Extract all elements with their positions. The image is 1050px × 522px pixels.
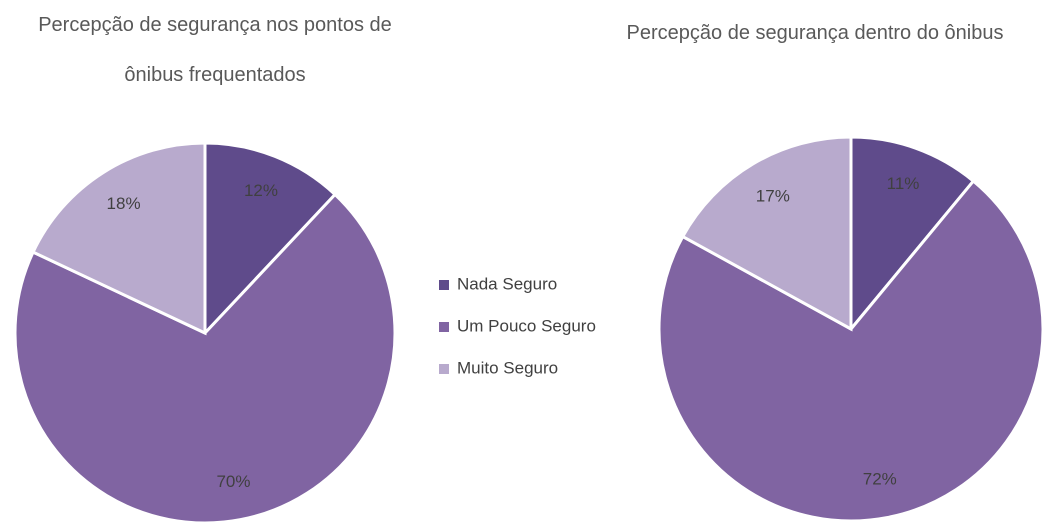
legend-swatch <box>439 322 449 332</box>
data-label: 72% <box>863 469 897 488</box>
chart-title: Percepção de segurança dentro do ônibus <box>626 22 1004 44</box>
data-label: 70% <box>216 472 250 491</box>
legend-label: Muito Seguro <box>457 358 558 377</box>
data-label: 17% <box>756 186 790 205</box>
pie-slice <box>849 135 976 334</box>
legend-label: Um Pouco Seguro <box>457 316 596 335</box>
pie-slice <box>203 141 338 337</box>
data-label: 18% <box>107 194 141 213</box>
chart-title: Percepção de segurança nos pontos de ôni… <box>38 14 392 86</box>
data-label: 11% <box>887 174 920 193</box>
legend-label: Nada Seguro <box>457 274 557 293</box>
data-label: 12% <box>244 181 278 200</box>
pie-slice <box>680 135 853 332</box>
legend-swatch <box>439 280 449 290</box>
pie-slice <box>31 141 207 336</box>
legend-swatch <box>439 364 449 374</box>
pie-slice <box>13 192 397 522</box>
pie-slice <box>657 178 1045 522</box>
